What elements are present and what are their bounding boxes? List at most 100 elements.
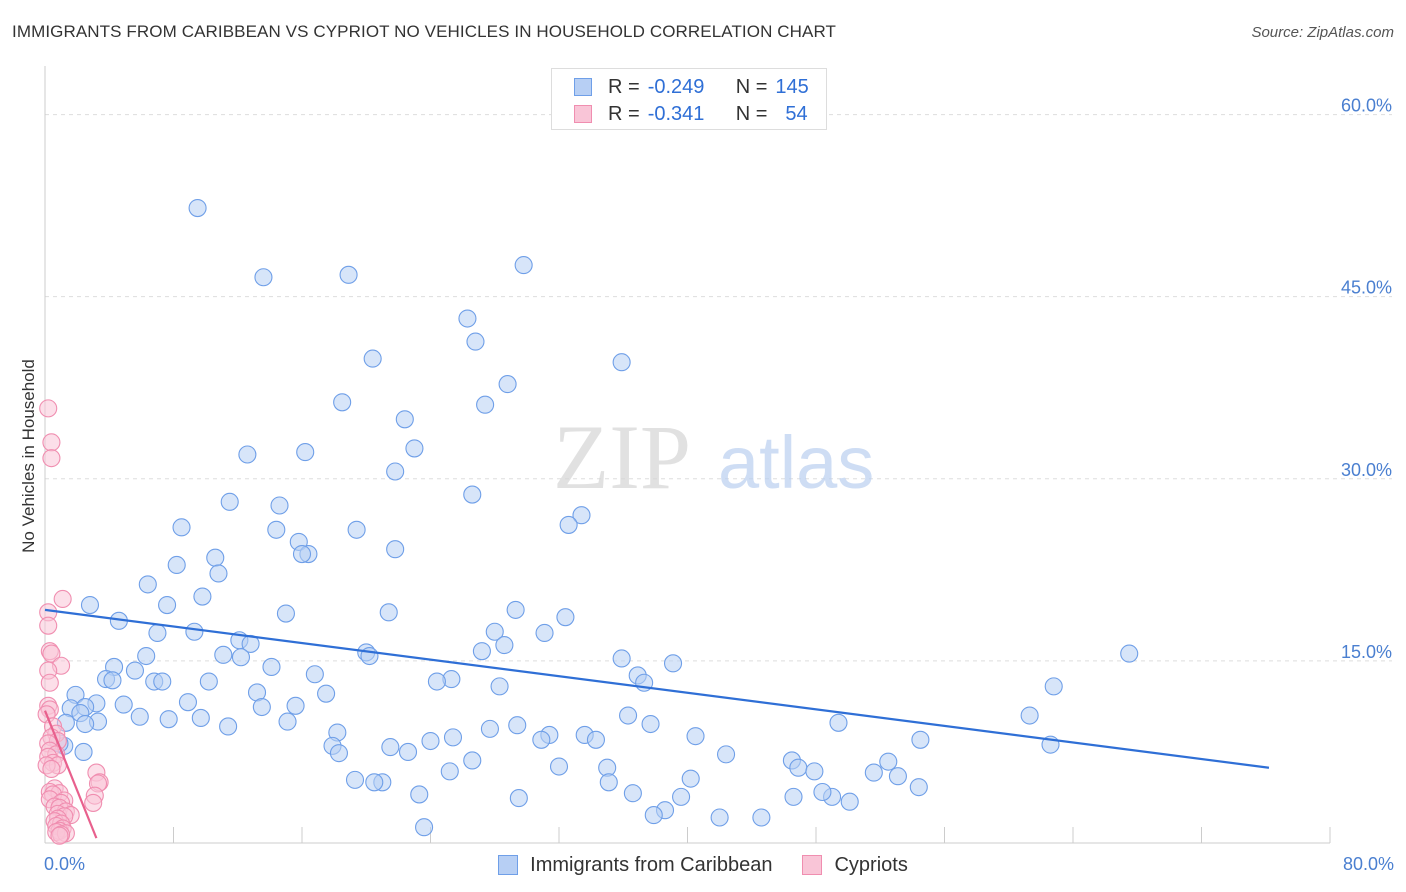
y-tick-label: 45.0% [1341, 278, 1392, 298]
caribbean-point [480, 719, 499, 738]
caribbean-point [158, 595, 177, 615]
caribbean-point [103, 671, 122, 690]
trend-lines [43, 608, 1270, 839]
caribbean-point [254, 268, 273, 287]
caribbean-point [556, 608, 575, 627]
caribbean-point [199, 672, 218, 691]
caribbean-point [789, 758, 808, 777]
caribbean-point [80, 595, 100, 615]
y-tick-label: 15.0% [1341, 642, 1392, 662]
caribbean-point [498, 375, 517, 394]
caribbean-point [490, 677, 509, 696]
caribbean-point [805, 762, 824, 781]
chart-source: Source: ZipAtlas.com [1251, 24, 1394, 41]
caribbean-point [74, 742, 93, 761]
caribbean-point [1020, 706, 1039, 725]
caribbean-point [864, 763, 883, 782]
caribbean-point [840, 792, 859, 811]
legend-item-cypriots: Cypriots [802, 853, 908, 877]
stats-n-value: 54 [785, 102, 808, 125]
caribbean-point [238, 445, 257, 464]
caribbean-point [159, 710, 178, 729]
stats-r-value: -0.249 [647, 75, 705, 98]
cypriots-point [39, 399, 58, 418]
caribbean-point [495, 636, 514, 655]
cypriots-point [42, 449, 61, 468]
caribbean-point [535, 623, 554, 643]
stats-r-label: R = [608, 102, 640, 125]
caribbean-point [440, 762, 459, 781]
x-tick-label: 80.0% [1343, 854, 1394, 874]
caribbean-point [463, 751, 482, 770]
caribbean-point [710, 808, 729, 827]
cypriots-point [42, 759, 61, 778]
caribbean-point [508, 716, 527, 735]
caribbean-point [559, 515, 578, 534]
x-tick-labels: 0.0% 80.0% [44, 854, 1394, 874]
caribbean-point [644, 806, 663, 825]
watermark-zip: ZIP [553, 406, 691, 508]
legend-label-caribbean: Immigrants from Caribbean [530, 853, 773, 876]
caribbean-point [909, 778, 928, 797]
caribbean-point [137, 646, 156, 666]
caribbean-point [549, 757, 569, 776]
caribbean-point [347, 520, 366, 539]
caribbean-point [888, 767, 907, 786]
caribbean-point [619, 706, 638, 725]
caribbean-point [879, 752, 898, 771]
caribbean-point [681, 769, 700, 788]
caribbean-point [148, 623, 167, 643]
caribbean-point [672, 787, 691, 806]
caribbean-point [292, 545, 312, 564]
caribbean-point [209, 564, 228, 583]
legend-label-cypriots: Cypriots [834, 853, 908, 876]
caribbean-point [572, 506, 591, 525]
caribbean-point [286, 696, 305, 715]
caribbean-point [178, 693, 198, 712]
caribbean-point [193, 587, 212, 606]
cypriots-point [40, 673, 59, 692]
caribbean-point [188, 198, 207, 218]
caribbean-point [410, 785, 429, 804]
caribbean-point [716, 745, 736, 764]
caribbean-point [379, 603, 398, 622]
caribbean-point [191, 708, 210, 728]
x-tick-label: 0.0% [44, 854, 85, 874]
caribbean-point [612, 649, 631, 668]
cypriots-point [42, 433, 61, 452]
caribbean-point [276, 604, 295, 623]
caribbean-point [623, 784, 642, 803]
caribbean-point [1120, 644, 1139, 663]
stats-row-cypriots: R = -0.341 N = 54 [574, 102, 808, 126]
caribbean-point [1044, 677, 1063, 696]
stats-n-label: N = [735, 75, 768, 98]
caribbean-point [329, 744, 348, 763]
gridlines [45, 114, 1392, 662]
chart-title: IMMIGRANTS FROM CARIBBEAN VS CYPRIOT NO … [12, 22, 837, 41]
caribbean-point [363, 349, 382, 368]
caribbean-point [829, 713, 848, 732]
caribbean-point [167, 555, 186, 575]
watermark: ZIP atlas [553, 406, 874, 508]
caribbean-point [172, 518, 191, 537]
caribbean-point [125, 661, 144, 680]
trend-line-cypriots [43, 710, 98, 839]
caribbean-point [599, 773, 618, 792]
stats-box: R = -0.249 N = 145 R = -0.341 N = 54 [551, 68, 827, 130]
caribbean-point [472, 642, 491, 661]
stats-n-label: N = [735, 102, 768, 125]
cypriots-point [42, 644, 61, 663]
caribbean-point [514, 256, 533, 275]
caribbean-point [443, 728, 463, 747]
caribbean-point [405, 439, 424, 458]
caribbean-point [784, 787, 803, 806]
legend: Immigrants from Caribbean Cypriots [0, 850, 1406, 880]
stats-r-value: -0.341 [647, 102, 705, 125]
caribbean-point [317, 684, 336, 703]
legend-swatch-cypriots [802, 855, 823, 875]
watermark-atlas: atlas [718, 421, 874, 504]
caribbean-point [278, 712, 297, 731]
caribbean-point [185, 622, 204, 641]
caribbean-point [458, 309, 477, 328]
